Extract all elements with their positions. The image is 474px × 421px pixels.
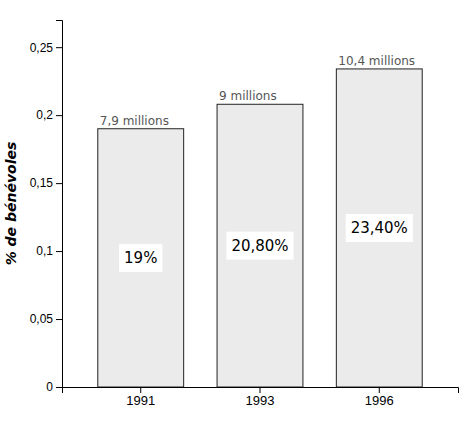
data-label-box: [346, 214, 413, 242]
x-axis-line: [63, 388, 459, 394]
y-tick-label: 0,1: [36, 244, 53, 258]
data-label: 20,80%: [231, 237, 288, 255]
y-tick-label: 0: [46, 380, 53, 394]
y-axis-line: [56, 21, 63, 388]
bar: [336, 69, 422, 387]
y-tick: 0,15: [30, 176, 62, 190]
data-label-group: 19%: [119, 244, 162, 272]
y-tick-mark: [56, 47, 62, 48]
y-tick-mark: [56, 319, 62, 320]
y-tick-label: 0,05: [30, 312, 54, 326]
data-label: 23,40%: [351, 219, 408, 237]
x-tick-mark: [260, 387, 261, 393]
annotation: 7,9 millions: [100, 114, 169, 128]
annotation: 10,4 millions: [338, 54, 415, 68]
x-tick-mark: [140, 387, 141, 393]
y-tick-mark: [56, 115, 62, 116]
y-tick-mark: [56, 251, 62, 252]
x-axis: 1991 1993 1996: [63, 387, 459, 408]
data-label-group: 20,80%: [226, 232, 293, 260]
y-tick-label: 0,15: [30, 176, 54, 190]
bar: [217, 104, 303, 387]
x-tick-label: 1991: [126, 393, 155, 408]
y-tick-mark: [56, 183, 62, 184]
y-tick: 0,05: [30, 312, 62, 326]
data-label-group: 23,40%: [346, 214, 413, 242]
annotation: 9 millions: [219, 89, 277, 103]
y-tick: 0: [46, 380, 62, 394]
data-label-box: [119, 244, 162, 272]
y-tick: 0,1: [36, 244, 62, 258]
x-tick-mark: [379, 387, 380, 393]
bars: [98, 69, 422, 387]
chart: 1991 1993 1996 0 0,05 0,1 0,15 0,2 0,25 7,9 milli…: [0, 0, 474, 421]
plot: 1991 1993 1996 0 0,05 0,1 0,15 0,2 0,25 7,9 milli…: [30, 21, 459, 409]
y-tick: 0,2: [36, 108, 62, 122]
y-tick-label: 0,25: [30, 41, 54, 55]
data-label-box: [226, 232, 293, 260]
y-tick: 0,25: [30, 41, 62, 55]
bar: [98, 129, 184, 387]
y-axis: 0 0,05 0,1 0,15 0,2 0,25: [30, 21, 63, 395]
y-tick-mark: [56, 387, 62, 388]
x-tick: 1991: [126, 387, 155, 408]
y-axis-title: % de bénévoles: [3, 142, 19, 266]
x-tick: 1993: [246, 387, 275, 408]
x-tick-label: 1996: [365, 393, 394, 408]
data-label: 19%: [124, 249, 157, 267]
labels: 7,9 millions 9 millions 10,4 millions 19% 20…: [100, 54, 415, 272]
y-tick-label: 0,2: [36, 108, 53, 122]
x-tick: 1996: [365, 387, 394, 408]
x-tick-label: 1993: [246, 393, 275, 408]
